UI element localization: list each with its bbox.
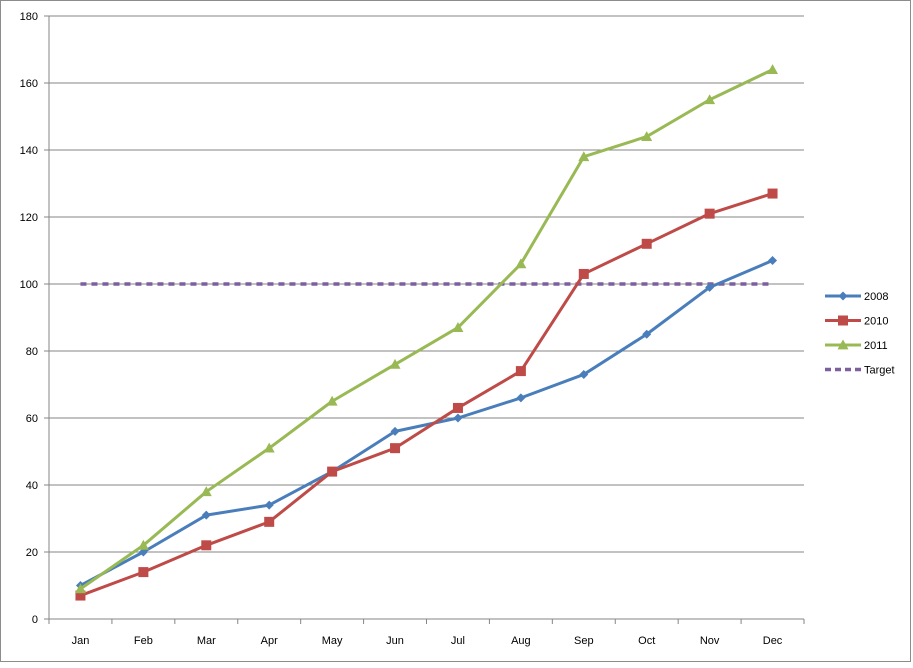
data-point-2010-feb — [138, 567, 149, 578]
x-tick-label-sep: Sep — [574, 635, 594, 647]
legend-label-target: Target — [864, 365, 895, 377]
series-2011 — [74, 64, 779, 594]
data-point-2011-nov — [704, 94, 716, 105]
axes — [44, 15, 805, 624]
legend-label-2008: 2008 — [864, 291, 888, 303]
data-point-2008-jul — [453, 413, 463, 423]
y-tick-label-0: 0 — [32, 614, 38, 626]
y-tick-label-80: 80 — [26, 346, 38, 358]
legend-marker-2010 — [838, 315, 848, 326]
legend-label-2010: 2010 — [864, 316, 888, 328]
series-2010 — [75, 188, 778, 601]
data-point-2011-apr — [263, 442, 275, 453]
y-tick-label-160: 160 — [20, 78, 38, 90]
series-line-2008 — [78, 259, 775, 587]
data-point-2008-oct — [642, 329, 652, 339]
y-tick-label-60: 60 — [26, 413, 38, 425]
data-point-2010-jun — [390, 443, 401, 454]
data-point-2010-jul — [452, 402, 463, 413]
x-tick-label-mar: Mar — [197, 635, 216, 647]
legend: 2008 2010 2011 Target — [825, 291, 895, 377]
series-group — [74, 64, 779, 601]
data-point-2011-feb — [137, 539, 149, 550]
data-point-2010-jan — [75, 590, 86, 601]
data-point-2010-dec — [767, 188, 778, 199]
x-tick-label-jan: Jan — [72, 635, 90, 647]
x-tick-label-apr: Apr — [261, 635, 278, 647]
data-point-2010-nov — [704, 208, 715, 219]
x-tick-label-oct: Oct — [638, 635, 655, 647]
data-point-2008-dec — [768, 256, 778, 266]
x-tick-label-jul: Jul — [451, 635, 465, 647]
y-axis-tick-labels: 0 20 40 60 80 100 120 140 160 180 — [20, 11, 38, 626]
data-point-2011-dec — [767, 64, 779, 74]
legend-item-2011: 2011 — [825, 339, 888, 352]
legend-item-target: Target — [825, 365, 895, 377]
y-tick-label-40: 40 — [26, 480, 38, 492]
x-tick-label-aug: Aug — [511, 635, 531, 647]
series-2008 — [75, 256, 778, 590]
x-tick-label-feb: Feb — [134, 635, 153, 647]
data-point-2011-jun — [389, 358, 401, 369]
data-point-2008-mar — [201, 510, 211, 520]
data-point-2008-feb — [138, 547, 148, 557]
data-point-2010-aug — [515, 366, 526, 377]
y-tick-label-120: 120 — [20, 212, 38, 224]
data-point-2008-apr — [264, 500, 274, 510]
data-point-2011-jul — [452, 322, 464, 332]
data-point-2010-apr — [264, 516, 275, 527]
data-point-2011-mar — [200, 486, 212, 497]
series-line-2010 — [78, 192, 775, 598]
data-point-2011-oct — [641, 131, 653, 141]
data-point-2010-may — [327, 466, 338, 477]
series-line-2011 — [78, 68, 775, 591]
x-tick-label-dec: Dec — [763, 635, 783, 647]
data-point-2008-aug — [516, 393, 526, 403]
y-tick-label-140: 140 — [20, 145, 38, 157]
data-point-2011-jan — [74, 583, 86, 594]
legend-item-2010: 2010 — [825, 315, 888, 328]
data-point-2010-mar — [201, 540, 212, 551]
x-tick-label-nov: Nov — [700, 635, 720, 647]
x-axis-tick-labels: Jan Feb Mar Apr May Jun Jul Aug Sep Oct Nov Dec — [72, 635, 783, 647]
y-tick-label-180: 180 — [20, 11, 38, 23]
y-tick-label-20: 20 — [26, 547, 38, 559]
data-point-2010-oct — [641, 238, 652, 249]
legend-label-2011: 2011 — [864, 340, 888, 352]
x-tick-label-jun: Jun — [386, 635, 404, 647]
data-point-2008-jun — [390, 426, 400, 436]
y-tick-label-100: 100 — [20, 279, 38, 291]
legend-marker-2011 — [837, 339, 849, 350]
data-point-2008-sep — [579, 369, 589, 379]
data-point-2011-aug — [515, 258, 527, 269]
x-tick-label-may: May — [322, 635, 343, 647]
legend-item-2008: 2008 — [825, 291, 888, 303]
data-point-2011-sep — [578, 151, 590, 162]
data-point-2011-may — [326, 395, 338, 406]
data-point-2008-nov — [705, 282, 715, 292]
data-point-2010-sep — [578, 268, 589, 279]
legend-marker-2008 — [838, 291, 848, 301]
